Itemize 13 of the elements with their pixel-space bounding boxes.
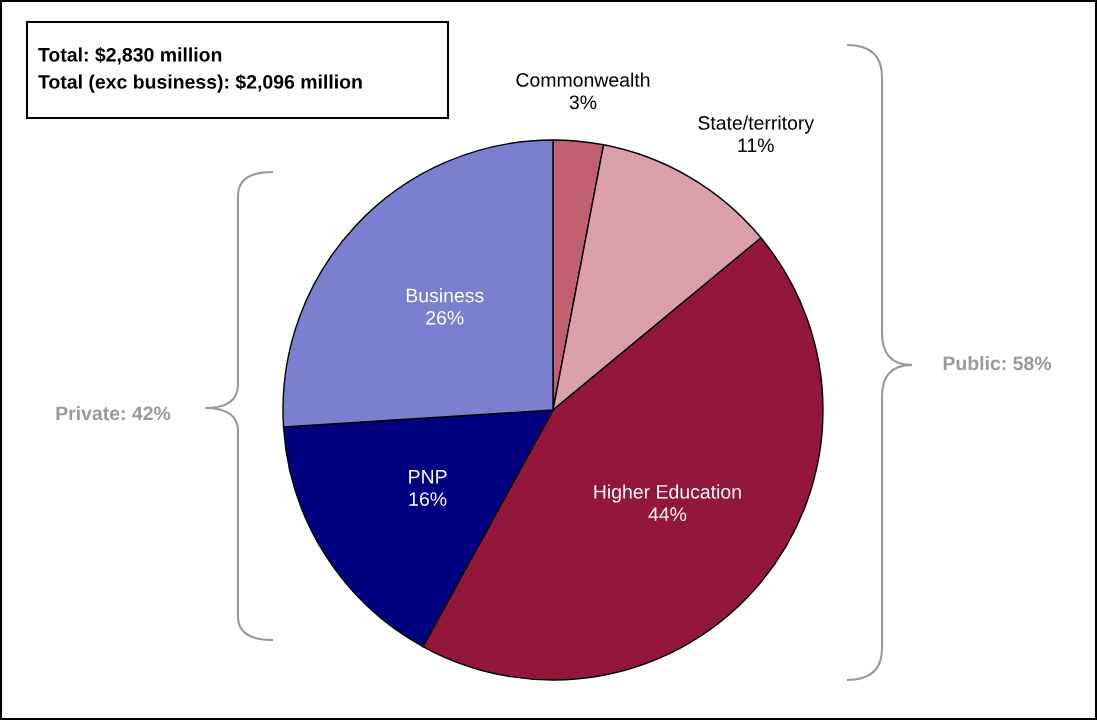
slice-label: State/territory bbox=[698, 115, 815, 134]
text: Public: 58% bbox=[943, 355, 1052, 371]
slice-label: Commonwealth bbox=[516, 72, 650, 87]
data-label: 26% bbox=[426, 310, 464, 325]
data-label: 3% bbox=[569, 95, 597, 110]
slice-label: Higher Education bbox=[594, 484, 741, 503]
data-label: 44% bbox=[648, 507, 687, 521]
text: Total: $2,830 million Total (exc business): $2,096 million bbox=[38, 47, 362, 93]
data-label: 11% bbox=[738, 138, 774, 153]
text: Private: 42% bbox=[56, 405, 171, 421]
slice-label: PNP bbox=[409, 470, 447, 484]
slice-label: Business bbox=[406, 288, 484, 303]
data-label: 16% bbox=[409, 492, 447, 506]
